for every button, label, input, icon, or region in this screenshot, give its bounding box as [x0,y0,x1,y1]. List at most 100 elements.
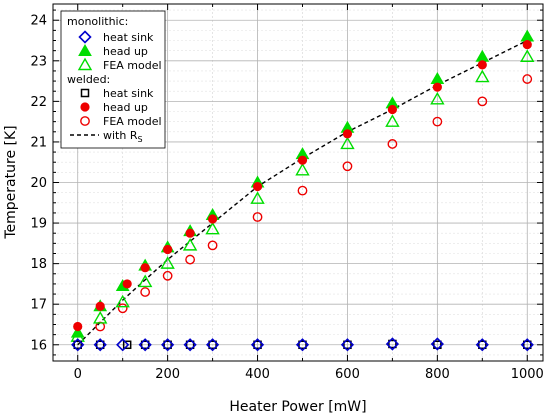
data-point [116,338,130,352]
data-point [73,340,82,350]
data-point [208,340,217,350]
data-point [342,129,353,139]
fit-curve [77,39,528,346]
data-point [161,338,175,352]
data-point [93,338,107,352]
data-point [122,340,132,350]
data-point [140,287,151,297]
y-tick-label: 24 [30,14,47,29]
data-point [385,114,400,127]
legend-symbol [80,116,90,126]
data-point [250,338,265,352]
data-point [182,237,198,251]
legend-label-fit-line: with RS [103,129,143,144]
data-point [477,60,487,70]
data-point [115,294,130,308]
data-point [73,321,83,332]
data-point [140,263,150,273]
data-point [163,340,172,350]
data-point [205,221,220,235]
data-point [185,228,195,238]
y-tick-label: 19 [30,217,47,232]
data-point [250,191,265,204]
data-point [522,39,532,50]
data-point [385,337,400,351]
legend-symbol [78,43,92,56]
data-point [253,340,262,350]
legend-label-weld-fea-model: FEA model [103,115,162,128]
x-axis-title: Heater Power [mW] [229,399,366,415]
legend: monolithic: heat sink head up FEA model … [60,10,166,149]
data-point [297,185,308,196]
data-point [183,338,197,352]
y-tick-label: 22 [30,95,47,110]
data-point [295,338,310,352]
legend-label-weld-heat-sink: heat sink [103,87,154,100]
data-point [340,136,355,150]
data-point [342,161,353,172]
data-point [71,338,85,352]
data-point [252,181,263,192]
data-point [162,270,173,281]
legend-symbol [77,57,93,71]
data-point [163,244,173,255]
data-point [430,337,444,351]
x-tick-label: 0 [74,367,82,382]
data-point [117,303,128,314]
data-point [95,301,105,311]
legend-fit-subscript: S [137,135,142,144]
y-tick-label: 17 [30,298,47,313]
legend-symbol [80,102,90,112]
axis-ticks: 0 200 400 600 800 1000 16 17 18 19 20 21 22 23 24 [30,4,544,382]
data-point [340,338,355,352]
data-point [137,274,153,288]
y-tick-label: 23 [30,54,47,69]
y-tick-label: 18 [30,257,47,272]
data-point [207,240,218,251]
data-point [185,254,196,265]
x-tick-label: 1000 [511,367,544,382]
y-tick-label: 20 [30,176,47,191]
data-point [477,96,488,107]
data-point [475,338,489,352]
legend-label-mono-fea-model: FEA model [103,59,162,72]
legend-fit-text: with R [103,129,138,142]
data-point [522,74,533,84]
x-tick-label: 400 [245,367,270,382]
legend-symbol [78,30,92,44]
legend-box [60,10,166,149]
data-point [478,340,487,350]
legend-symbols [70,30,99,136]
data-point [92,310,108,324]
data-point [298,340,307,350]
x-tick-label: 200 [155,367,180,382]
data-point [95,340,105,350]
data-point [297,155,308,165]
y-tick-label: 21 [30,135,47,150]
x-tick-label: 600 [335,367,360,382]
data-point [387,139,398,149]
data-markers [70,29,535,352]
data-point [295,162,310,176]
data-point [138,338,152,352]
legend-group-monolithic: monolithic: [67,15,128,28]
y-tick-label: 16 [30,338,47,353]
data-point [475,69,490,83]
data-point [160,256,175,269]
data-point [430,91,445,105]
y-axis-title: Temperature [K] [3,125,19,239]
data-point [252,212,263,222]
data-point [122,279,132,289]
data-point [140,340,150,350]
data-point [523,340,532,350]
data-point [343,340,352,350]
x-tick-label: 800 [425,367,450,382]
data-point [207,214,218,224]
data-point [520,338,534,352]
legend-label-mono-head-up: head up [103,45,148,58]
data-point [205,338,220,352]
data-point [387,104,398,115]
data-point [388,339,397,349]
legend-label-mono-heat-sink: heat sink [103,31,154,44]
